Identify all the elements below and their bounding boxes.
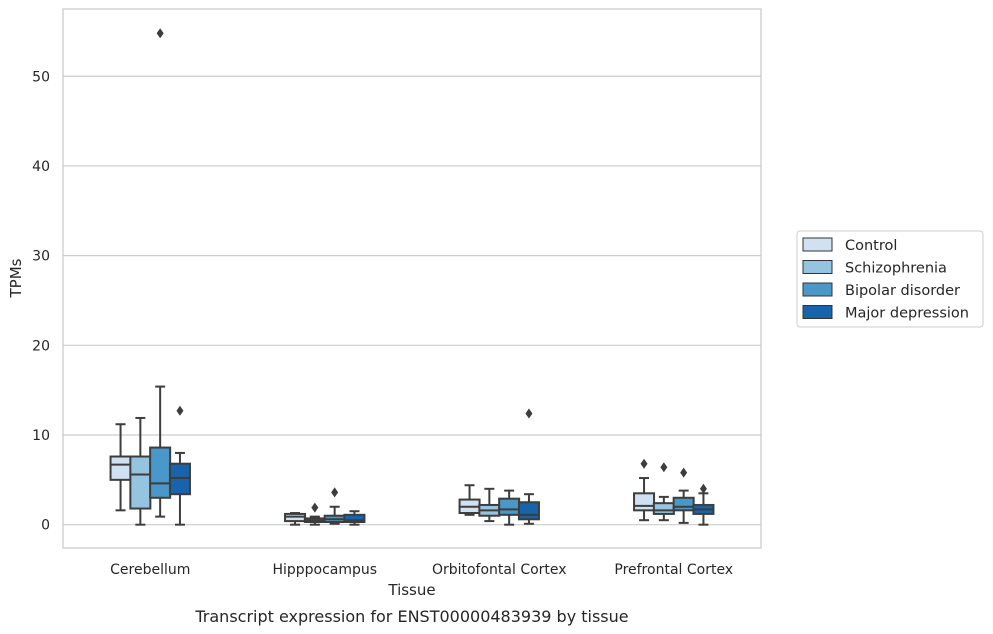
grid-lines [63,75,761,526]
y-tick-label: 10 [32,428,50,444]
legend-label: Major depression [845,306,969,322]
box-iqr [109,455,132,481]
box-iqr [343,513,366,523]
box-iqr [652,502,675,515]
outlier-marker [640,458,648,469]
box-plot-item [652,462,675,522]
legend-swatch [802,305,833,319]
legend-swatch [802,237,833,252]
box-iqr [672,496,695,512]
chart-caption: Transcript expression for ENST0000048393… [194,607,628,626]
x-axis-title: Tissue [387,581,435,599]
box-plot-item [109,423,132,512]
box-plot-item [303,502,326,526]
y-tick-label: 20 [32,338,50,354]
box-plot-item [458,484,481,516]
box-plot-item [672,467,695,524]
x-tick-label: Prefrontal Cortex [614,562,733,578]
outlier-marker [660,462,668,473]
box-plot-item [517,408,540,525]
box-plot-item [692,483,715,526]
legend-frame [796,230,984,328]
box-plot-item [633,458,656,522]
y-axis-title: TPMs [7,258,25,298]
box-plot-item [323,487,346,525]
plot-frame [62,8,762,549]
box-plot-marks [109,28,715,526]
box-iqr [633,492,656,512]
outlier-marker [525,408,533,419]
box-plot-item [498,489,521,526]
x-tick-label: Orbitofontal Cortex [432,562,567,578]
legend: Control Schizophrenia Bipolar disorder Majo… [796,230,984,328]
legend-swatch [802,282,833,297]
y-tick-label: 40 [32,159,50,175]
box-plot-item [284,512,307,526]
box-iqr [498,497,521,516]
box-iqr [149,446,172,499]
box-plot-item [129,416,152,526]
outlier-marker [699,483,707,494]
box-plot-item [478,487,501,523]
y-tick-label: 30 [32,249,50,265]
legend-swatch [802,260,833,274]
outlier-marker [680,467,688,478]
legend-label: Bipolar disorder [845,283,960,299]
legend-label: Schizophrenia [845,261,947,277]
outlier-marker [176,405,184,416]
outlier-marker [156,28,164,39]
x-tick-label: Hipppocampus [272,562,377,578]
x-tick-label: Cerebellum [110,562,190,578]
box-iqr [517,501,540,521]
y-tick-label: 0 [41,518,50,534]
legend-label: Control [845,238,897,254]
outlier-marker [311,502,319,513]
box-plot-item [343,510,366,526]
y-axis: 0 10 20 30 40 50 [32,69,50,533]
box-iqr [129,455,152,510]
outlier-marker [331,487,339,498]
box-plot-item [168,405,191,526]
y-tick-label: 50 [32,69,50,85]
x-axis: Cerebellum Hipppocampus Orbitofontal Corte… [110,562,733,578]
box-plot-item [149,28,172,518]
